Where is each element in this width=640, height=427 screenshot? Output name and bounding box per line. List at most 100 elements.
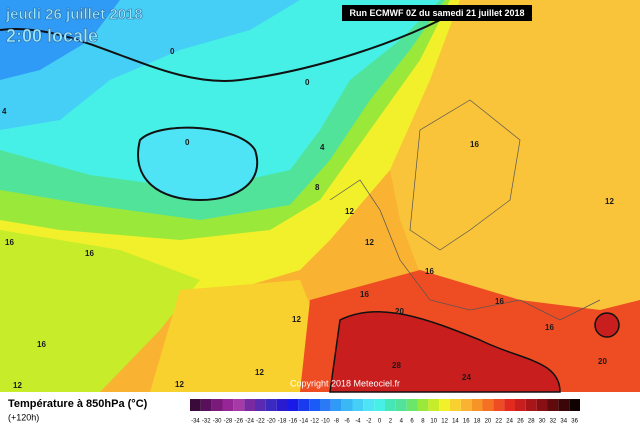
contour-label: 12 bbox=[175, 380, 184, 389]
scale-label: -26 bbox=[234, 419, 243, 425]
scale-swatch bbox=[482, 399, 494, 411]
scale-swatch bbox=[255, 399, 266, 411]
scale-label: 28 bbox=[528, 419, 535, 425]
scale-label: 18 bbox=[474, 419, 481, 425]
scale-label: -24 bbox=[245, 419, 254, 425]
scale-swatch bbox=[450, 399, 461, 411]
scale-swatch bbox=[525, 399, 537, 411]
contour-label: 20 bbox=[395, 307, 404, 316]
scale-label: -10 bbox=[321, 419, 330, 425]
scale-swatch bbox=[352, 399, 364, 411]
scale-label: 32 bbox=[550, 419, 557, 425]
scale-swatch bbox=[341, 399, 353, 411]
contour-label: 4 bbox=[320, 143, 325, 152]
map bbox=[0, 0, 640, 393]
scale-label: -16 bbox=[289, 419, 298, 425]
scale-label: 4 bbox=[400, 419, 404, 425]
scale-label: 20 bbox=[485, 419, 492, 425]
map-time: 2:00 locale bbox=[6, 26, 98, 46]
scale-label: -4 bbox=[355, 419, 361, 425]
scale-label: -18 bbox=[278, 419, 287, 425]
scale-swatch bbox=[233, 399, 245, 411]
contour-label: 16 bbox=[85, 249, 94, 258]
contour-label: 28 bbox=[392, 361, 401, 370]
contour-label: 0 bbox=[185, 138, 190, 147]
scale-swatch bbox=[515, 399, 526, 411]
scale-swatch bbox=[547, 399, 559, 411]
scale-swatch bbox=[406, 399, 418, 411]
scale-swatch bbox=[211, 399, 223, 411]
scale-swatch bbox=[374, 399, 385, 411]
contour-label: 16 bbox=[425, 267, 434, 276]
scale-swatch bbox=[276, 399, 288, 411]
scale-swatch bbox=[244, 399, 255, 411]
scale-swatch bbox=[439, 399, 450, 411]
contour-label: 12 bbox=[255, 368, 264, 377]
color-scale: -34 -32 -30 -28 -26 -24 -22 -20 -18 -16 -14 -12 -10-… bbox=[190, 399, 580, 425]
scale-label: 22 bbox=[495, 419, 502, 425]
scale-label: 0 bbox=[378, 419, 382, 425]
scale-label: -28 bbox=[224, 419, 233, 425]
scale-swatch bbox=[265, 399, 277, 411]
scale-label: 14 bbox=[452, 419, 459, 425]
scale-label: -6 bbox=[344, 419, 350, 425]
scale-label: 30 bbox=[539, 419, 546, 425]
scale-label: 24 bbox=[506, 419, 513, 425]
scale-swatch bbox=[309, 399, 320, 411]
map-date: jeudi 26 juillet 2018 bbox=[5, 6, 143, 23]
contour-label: 16 bbox=[470, 140, 479, 149]
contour-label: 12 bbox=[292, 315, 301, 324]
scale-label: 10 bbox=[430, 419, 437, 425]
legend-lead: (+120h) bbox=[8, 412, 39, 422]
contour-label: 4 bbox=[2, 107, 7, 116]
scale-label: 8 bbox=[421, 419, 425, 425]
scale-label: -20 bbox=[267, 419, 276, 425]
scale-swatch bbox=[558, 399, 570, 411]
copyright: Copyright 2018 Meteociel.fr bbox=[290, 378, 400, 388]
scale-swatch bbox=[190, 399, 201, 411]
scale-label: 34 bbox=[560, 419, 567, 425]
scale-swatch bbox=[298, 399, 310, 411]
scale-swatch bbox=[471, 399, 483, 411]
scale-swatch bbox=[222, 399, 234, 411]
run-info: Run ECMWF 0Z du samedi 21 juillet 2018 bbox=[349, 8, 524, 18]
scale-swatch bbox=[536, 399, 548, 411]
contour-label: 12 bbox=[605, 197, 614, 206]
scale-label: 26 bbox=[517, 419, 524, 425]
scale-swatch bbox=[320, 399, 331, 411]
contour-labels: 0 0 0 4 8 12 12 16 12 16 16 16 16 16 20 12 16 16 20 28 24 12 1… bbox=[2, 47, 614, 390]
contour-label: 16 bbox=[5, 238, 14, 247]
scale-swatch bbox=[385, 399, 396, 411]
scale-swatch bbox=[330, 399, 342, 411]
scale-swatch bbox=[460, 399, 472, 411]
scale-label: -2 bbox=[366, 419, 372, 425]
scale-swatch bbox=[569, 399, 580, 411]
scale-label: -34 bbox=[191, 419, 200, 425]
scale-label: 16 bbox=[463, 419, 470, 425]
scale-swatch bbox=[428, 399, 440, 411]
contour-label: 0 bbox=[170, 47, 175, 56]
scale-swatch bbox=[287, 399, 299, 411]
scale-swatch bbox=[493, 399, 505, 411]
scale-label: 36 bbox=[571, 419, 578, 425]
contour-label: 12 bbox=[345, 207, 354, 216]
scale-swatch bbox=[417, 399, 429, 411]
contour-label: 24 bbox=[462, 373, 471, 382]
scale-label: -30 bbox=[213, 419, 222, 425]
contour-label: 20 bbox=[598, 357, 607, 366]
contour-label: 0 bbox=[305, 78, 310, 87]
scale-label: -8 bbox=[334, 419, 340, 425]
contour-label: 16 bbox=[360, 290, 369, 299]
scale-swatch bbox=[363, 399, 375, 411]
scale-label: 6 bbox=[410, 419, 414, 425]
contour-label: 12 bbox=[13, 381, 22, 390]
scale-label: 2 bbox=[389, 419, 393, 425]
scale-swatch bbox=[504, 399, 515, 411]
contour-label: 16 bbox=[37, 340, 46, 349]
legend-title: Température à 850hPa (°C) bbox=[8, 398, 148, 410]
contour-label: 12 bbox=[365, 238, 374, 247]
contour-label: 16 bbox=[545, 323, 554, 332]
run-box bbox=[342, 5, 532, 21]
scale-label: -14 bbox=[299, 419, 308, 425]
